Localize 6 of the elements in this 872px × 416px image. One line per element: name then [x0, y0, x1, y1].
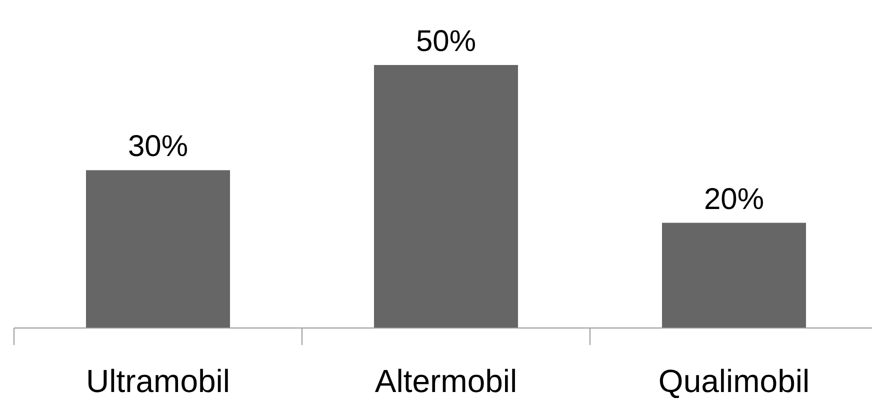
- x-tick-label: Qualimobil: [658, 362, 810, 399]
- x-tick-label: Altermobil: [374, 362, 518, 399]
- data-label: 20%: [704, 182, 764, 216]
- data-label: 50%: [416, 25, 476, 58]
- data-label: 30%: [128, 130, 188, 164]
- x-tick-label: Ultramobil: [86, 362, 230, 399]
